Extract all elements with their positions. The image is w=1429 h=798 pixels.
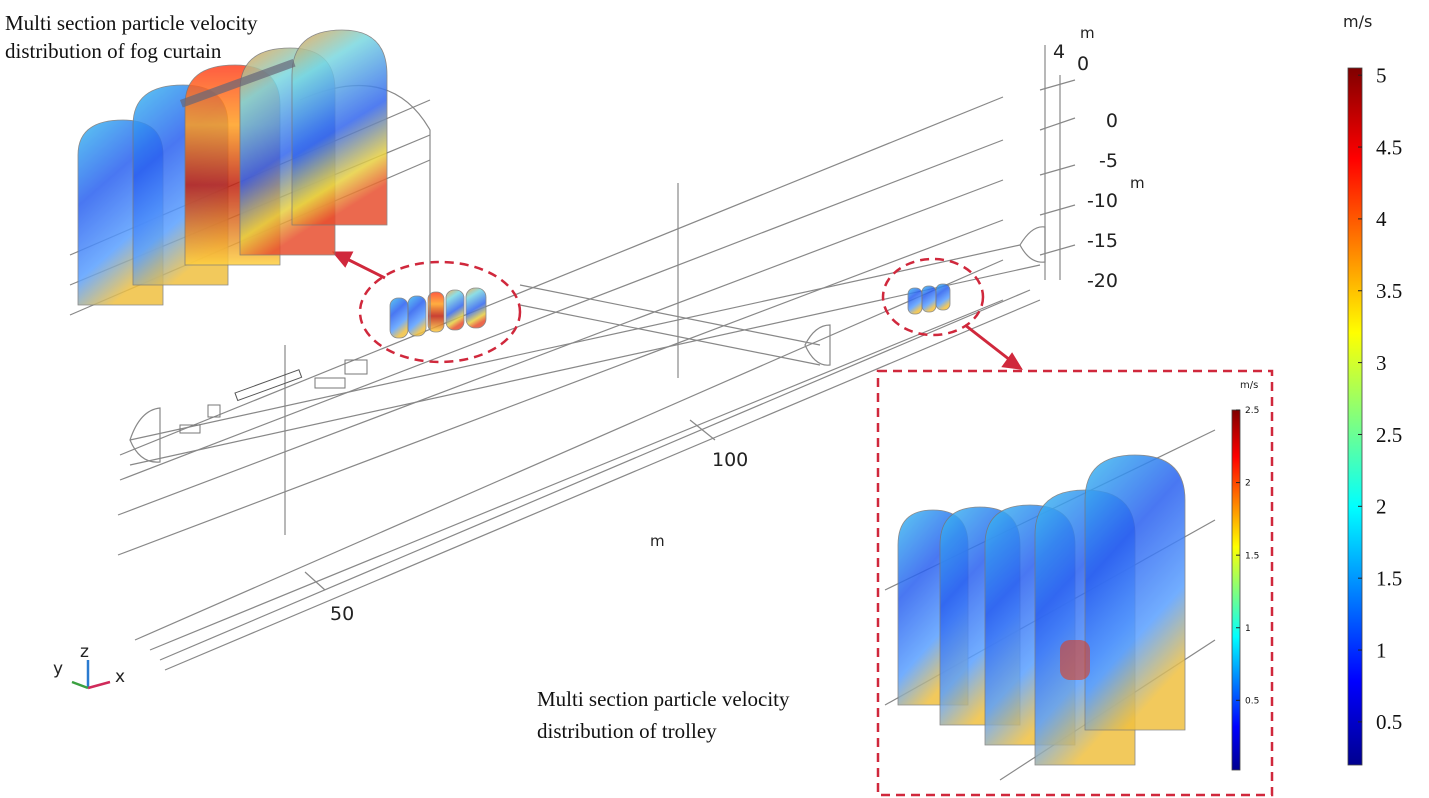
axis-unit: m [1080,24,1095,42]
axis-tick-label: -15 [1087,230,1118,252]
colorbar [1348,68,1362,765]
colorbar-tick-label: 4 [1376,207,1387,231]
axis-unit: m [650,532,665,550]
axis-tick-label: 4 [1053,41,1065,63]
colorbar-tick-label: 3 [1376,351,1387,375]
colorbar-tick-label: 1 [1245,624,1251,634]
fog-curtain-mini [390,288,486,338]
colorbar-tick-label: 2.5 [1245,406,1259,416]
annotation: Multi section particle velocity [537,687,790,711]
annotation: Multi section particle velocity [5,11,258,35]
triad-label: z [80,642,89,662]
colorbar-unit: m/s [1240,380,1258,391]
colorbar-tick-label: 2.5 [1376,423,1402,447]
axis-tick-label: -20 [1087,270,1118,292]
triad-label: x [115,667,125,687]
axis-tick-label: 100 [712,449,748,471]
axis-triad: z y x [53,642,125,688]
colorbar-unit: m/s [1343,12,1372,31]
axis-unit: m [1130,174,1145,192]
figure: Multi section particle velocity distribu… [0,0,1429,798]
colorbar-tick-label: 1.5 [1376,567,1402,591]
trolley-inset [885,430,1215,780]
fog-curtain-inset [70,30,430,330]
axis-tick-label: 0 [1077,53,1089,75]
colorbar-tick-label: 1.5 [1245,551,1259,561]
colorbar-tick-label: 0.5 [1376,710,1402,734]
colorbar-tick-label: 4.5 [1376,135,1402,159]
axis-tick-label: 50 [330,603,354,625]
trolley-mini [908,284,950,314]
colorbar-tick-label: 2 [1376,495,1387,519]
triad-label: y [53,659,63,679]
colorbar [1232,410,1240,770]
axis-tick-label: 0 [1106,110,1118,132]
axis-tick-label: -10 [1087,190,1118,212]
colorbar-tick-label: 5 [1376,64,1387,88]
colorbar-tick-label: 1 [1376,638,1387,662]
annotation: distribution of trolley [537,719,717,743]
annotation: distribution of fog curtain [5,39,222,63]
colorbar-tick-label: 0.5 [1245,696,1259,706]
colorbar-tick-label: 3.5 [1376,279,1402,303]
axis-tick-label: -5 [1099,150,1118,172]
colorbar-tick-label: 2 [1245,479,1251,489]
